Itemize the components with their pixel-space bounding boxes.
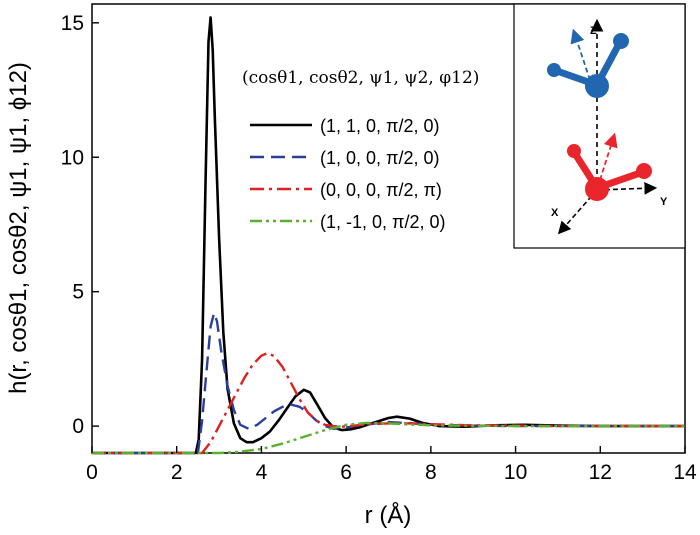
x-tick-label: 8 [425,461,437,484]
inset-diagram: Z Y X [513,3,686,249]
series-line-4 [92,421,685,455]
y-axis-label: h(r, cosθ1, cosθ2, ψ1, ψ1, ϕ12) [5,62,32,394]
top-molecule [547,28,629,98]
legend: (cosθ1, cosθ2, ψ1, ψ2, φ12) (1, 1, 0, π/… [242,68,479,232]
x-tick-label: 0 [86,461,98,484]
legend-label-1: (1, 1, 0, π/2, 0) [320,116,439,136]
series-line-3 [92,351,685,455]
y-tick-label: 15 [61,12,84,35]
top-dipole-arrow [570,28,591,81]
series-layer [92,16,685,455]
x-tick-label: 14 [673,461,697,484]
x-tick-label: 6 [340,461,352,484]
y-tick-label: 0 [72,415,84,438]
x-axis-label-inset: X [551,207,559,219]
z-axis-label: Z [590,25,597,37]
x-tick-label: 4 [256,461,268,484]
legend-label-2: (1, 0, 0, π/2, 0) [320,148,439,168]
tick-layer: 0 2 4 6 8 10 12 14 0 5 10 15 [61,12,697,484]
series-line-2 [92,312,685,455]
x-tick-label: 12 [589,461,612,484]
legend-label-3: (0, 0, 0, π/2, π) [320,180,442,200]
legend-title: (cosθ1, cosθ2, ψ1, ψ2, φ12) [242,68,479,88]
y-axis-label-inset: Y [660,196,668,208]
x-axis-label: r (Å) [365,501,412,529]
y-tick-label: 5 [72,281,84,304]
inset-frame [513,3,686,249]
y-tick-label: 10 [61,146,84,169]
x-tick-label: 2 [171,461,183,484]
legend-label-4: (1, -1, 0, π/2, 0) [320,212,445,232]
x-tick-label: 10 [504,461,527,484]
bottom-molecule [567,132,652,201]
